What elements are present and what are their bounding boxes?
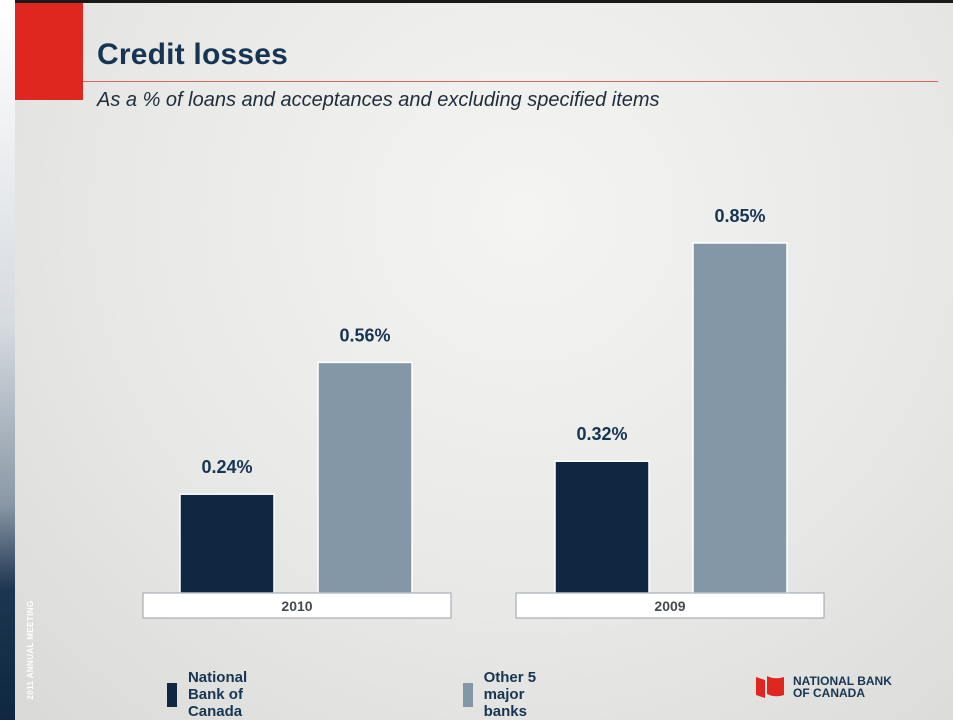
value-labels-layer: 0.24% 0.56% 0.32% 0.85% (201, 206, 765, 477)
value-label-2010-national-bank: 0.24% (201, 457, 252, 477)
legend-item-national-bank: National Bank of Canada (167, 669, 261, 720)
category-box-2009 (515, 592, 825, 619)
bar-2010-other-banks (317, 361, 413, 594)
red-accent-block (15, 3, 83, 100)
legend-label-other-banks: Other 5 major banks (483, 669, 537, 720)
left-side-strip (0, 0, 15, 720)
title-divider (83, 81, 938, 82)
value-label-2009-other-banks: 0.85% (714, 206, 765, 226)
bars-layer (179, 242, 788, 594)
bar-2010-national-bank (179, 493, 275, 594)
legend-label-national-bank: National Bank of Canada (187, 669, 248, 720)
value-label-2009-national-bank: 0.32% (576, 424, 627, 444)
bank-logo-text: NATIONAL BANK OF CANADA (793, 674, 892, 700)
slide-title: Credit losses (97, 38, 289, 71)
category-label-2010: 2010 (281, 598, 312, 614)
value-label-2010-other-banks: 0.56% (339, 325, 390, 345)
top-border (0, 0, 953, 3)
legend-item-other-banks: Other 5 major banks (463, 669, 541, 720)
category-box-2010 (142, 592, 452, 619)
slide-subtitle: As a % of loans and acceptances and excl… (97, 89, 660, 111)
bar-2009-other-banks (692, 242, 788, 594)
bank-logo: NATIONAL BANK OF CANADA (755, 674, 903, 700)
legend-swatch-other-banks (463, 682, 473, 707)
bar-2009-national-bank (554, 460, 650, 594)
category-labels-layer: 2010 2009 (142, 592, 825, 619)
category-label-2009: 2009 (654, 598, 685, 614)
bank-logo-icon (756, 676, 784, 698)
legend-swatch-national-bank (167, 682, 177, 707)
